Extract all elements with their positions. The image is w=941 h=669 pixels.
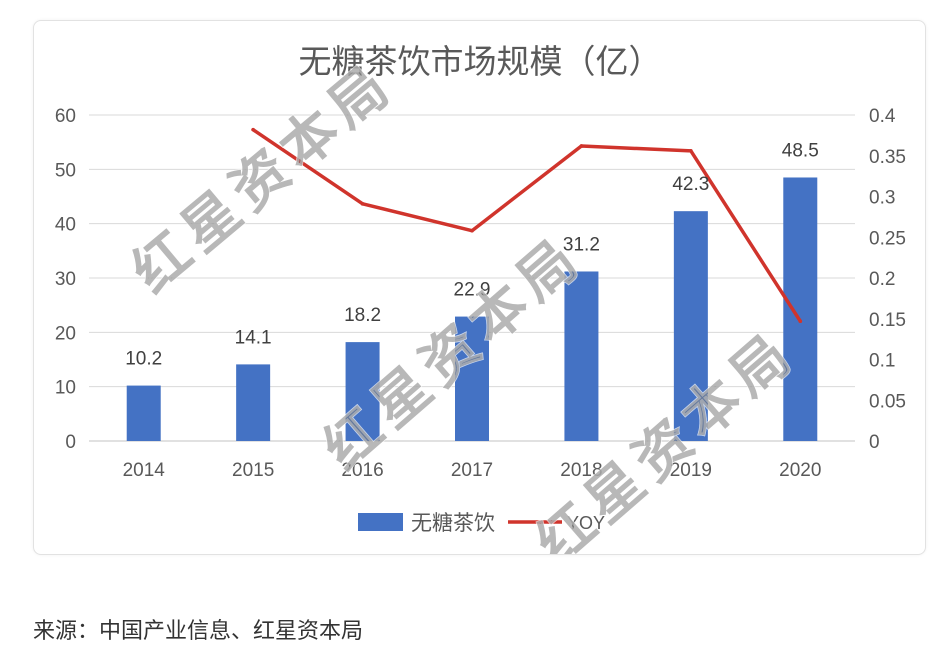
x-tick-label: 2017: [451, 460, 493, 481]
legend-label-bar: 无糖茶饮: [411, 512, 495, 535]
bar-data-label: 10.2: [125, 349, 162, 370]
x-tick-label: 2014: [123, 460, 166, 481]
x-tick-label: 2020: [779, 460, 821, 481]
y-left-tick-label: 40: [55, 215, 76, 236]
y-right-tick-label: 0.35: [869, 147, 906, 168]
bar-data-label: 48.5: [782, 140, 819, 161]
y-right-tick-label: 0.05: [869, 391, 906, 412]
bar-data-label: 42.3: [672, 174, 709, 195]
y-left-tick-label: 50: [55, 160, 76, 181]
yoy-point: [579, 144, 584, 148]
bar-data-label: 31.2: [563, 234, 600, 255]
y-right-tick-label: 0: [869, 432, 880, 453]
yoy-point: [470, 228, 474, 233]
y-right-tick-label: 0.1: [869, 351, 895, 372]
bar-data-label: 18.2: [344, 305, 381, 326]
yoy-point: [798, 319, 803, 323]
bar: [673, 211, 708, 441]
y-left-tick-label: 20: [55, 323, 76, 344]
y-right-tick-label: 0.15: [869, 310, 906, 331]
x-tick-label: 2016: [341, 460, 383, 481]
legend: 无糖茶饮 YOY: [358, 512, 605, 535]
gridlines: [89, 114, 855, 442]
bar-data-label: 22.9: [454, 280, 491, 301]
chart-card: 无糖茶饮市场规模（亿） 0 10 20 30 40 50 60 0 0.05 0.1 0.15 0.2…: [33, 20, 926, 555]
yoy-line: [251, 127, 803, 323]
bar-data-label: 14.1: [235, 327, 272, 348]
chart-svg: 无糖茶饮市场规模（亿） 0 10 20 30 40 50 60 0 0.05 0.1 0.15 0.2…: [55, 43, 906, 554]
x-tick-label: 2015: [232, 460, 274, 481]
legend-label-line: YOY: [567, 513, 605, 533]
bar-series: [126, 177, 818, 441]
legend-key-bar: [358, 513, 403, 531]
bar: [126, 385, 161, 441]
y-right-tick-label: 0.25: [869, 228, 906, 249]
x-tick-label: 2019: [670, 460, 712, 481]
bar: [236, 364, 271, 441]
y-right-tick-label: 0.2: [869, 269, 895, 290]
bar: [455, 316, 489, 441]
y-right-tick-label: 0.4: [869, 106, 896, 127]
y-left-tick-label: 60: [55, 106, 76, 127]
x-tick-label: 2018: [560, 460, 602, 481]
chart-title: 无糖茶饮市场规模（亿）: [299, 43, 662, 80]
yoy-point: [251, 127, 255, 132]
y-left-tick-label: 10: [55, 378, 76, 399]
y-left-tick-label: 0: [65, 432, 76, 453]
bar: [564, 271, 599, 441]
y-right-tick-label: 0.3: [869, 188, 895, 209]
yoy-point: [689, 149, 693, 153]
yoy-point: [360, 202, 365, 206]
bar: [345, 342, 380, 441]
axis-labels: 0 10 20 30 40 50 60 0 0.05 0.1 0.15 0.2 0.25 0.3 0.35 0…: [55, 106, 906, 481]
watermark: 红星资本局: [120, 50, 406, 304]
data-labels: 10.2 14.1 18.2 22.9 31.2 42.3 48.5: [125, 140, 819, 369]
y-left-tick-label: 30: [55, 269, 76, 290]
yoy-series: [251, 127, 803, 323]
source-note: 来源：中国产业信息、红星资本局: [33, 618, 364, 643]
bar: [783, 177, 818, 441]
